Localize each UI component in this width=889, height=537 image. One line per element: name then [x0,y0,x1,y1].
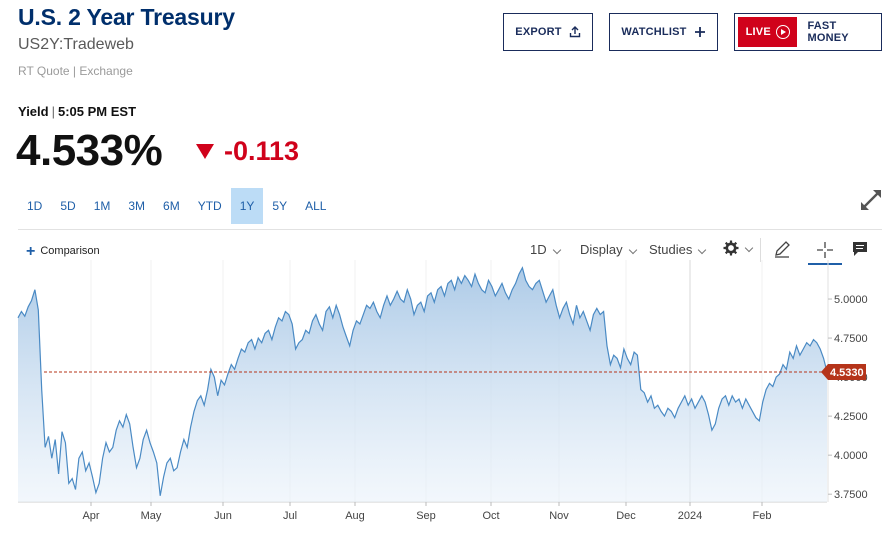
chart-area [18,267,827,502]
fast-money-label: FAST MONEY [807,20,849,44]
range-5d[interactable]: 5D [60,199,76,213]
range-3m[interactable]: 3M [128,199,146,213]
chevron-down-icon [698,245,707,254]
export-label: EXPORT [515,26,562,38]
comment-icon [853,242,867,256]
range-6m[interactable]: 6M [163,199,180,213]
range-1y[interactable]: 1Y [230,188,264,224]
series-line [17,266,828,496]
live-fast-money-button[interactable]: LIVE FAST MONEY [734,13,882,51]
draw-tool-button[interactable] [773,240,791,258]
current-value-label: 4.5330 [830,367,864,379]
chevron-down-icon [744,243,754,253]
y-tick-label: 4.2500 [834,411,868,423]
watchlist-button[interactable]: WATCHLIST [609,13,718,51]
interval-label: 1D [530,242,547,257]
gear-icon [723,240,739,256]
comparison-label: Comparison [40,245,100,257]
studies-label: Studies [649,242,693,257]
live-tag: LIVE [738,17,798,47]
x-tick-label: Apr [82,510,99,522]
x-tick-label: Dec [616,510,636,522]
comparison-button[interactable]: + Comparison [26,242,100,260]
yield-change: -0.113 [196,136,299,167]
display-label: Display [580,242,623,257]
export-button[interactable]: EXPORT [503,13,593,51]
range-1m[interactable]: 1M [93,199,111,213]
yield-label: Yield [18,104,49,119]
chevron-down-icon [552,245,561,254]
settings-dropdown[interactable] [723,240,754,256]
comment-button[interactable] [851,240,869,258]
down-arrow-icon [196,144,214,159]
range-5y[interactable]: 5Y [272,199,288,213]
change-value: -0.113 [224,136,300,166]
live-label: LIVE [745,26,771,38]
x-tick-label: Aug [345,510,365,522]
x-tick-label: Nov [549,510,569,522]
x-tick-label: Oct [482,510,499,522]
x-tick-label: Feb [753,510,772,522]
range-ytd[interactable]: YTD [197,199,222,213]
studies-dropdown[interactable]: Studies [649,242,707,257]
x-tick-label: Sep [416,510,436,522]
toolbar-separator [760,238,761,262]
export-icon [569,26,580,38]
time-range-selector: 1D 5D 1M 3M 6M YTD 1Y 5Y ALL [18,188,335,224]
x-tick-label: Jun [214,510,232,522]
x-tick-label: 2024 [678,510,702,522]
yield-timestamp: Yield | 5:05 PM EST [18,104,136,119]
symbol-label: US2Y:Tradeweb [18,36,134,53]
x-tick-label: May [141,510,162,522]
quote-source: RT Quote | Exchange [18,64,133,78]
range-all[interactable]: ALL [305,199,327,213]
play-icon [775,25,790,39]
current-yield: 4.533% [16,126,163,175]
quote-time: 5:05 PM EST [57,104,137,119]
page-title: U.S. 2 Year Treasury [18,4,235,30]
watchlist-label: WATCHLIST [621,26,687,38]
y-tick-label: 4.7500 [834,333,868,345]
plus-icon: + [26,242,36,260]
interval-dropdown[interactable]: 1D [530,242,561,257]
yield-separator: | [51,104,55,119]
chevron-down-icon [628,245,637,254]
crosshair-icon [817,242,833,258]
display-dropdown[interactable]: Display [580,242,637,257]
y-tick-label: 5.0000 [834,294,868,306]
plus-icon [694,27,705,37]
y-tick-label: 3.7500 [834,489,868,501]
range-1d[interactable]: 1D [27,199,43,213]
crosshair-button[interactable] [808,237,842,265]
x-tick-label: Jul [283,510,297,522]
pencil-icon [775,241,790,258]
divider [18,229,882,230]
expand-icon[interactable] [859,188,883,212]
current-value-marker [821,363,866,380]
y-tick-label: 4.0000 [834,450,868,462]
